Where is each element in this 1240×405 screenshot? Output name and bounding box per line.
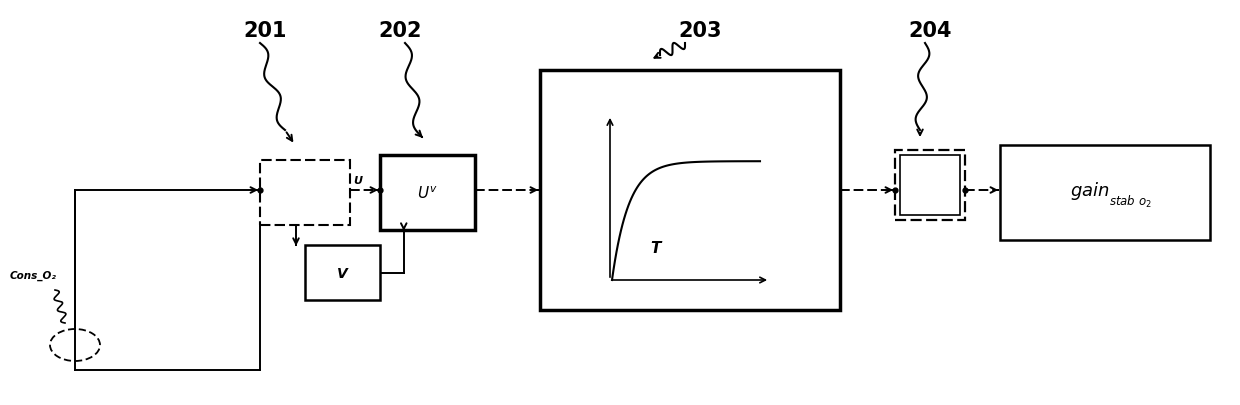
Bar — [895, 151, 965, 220]
Text: $\mathit{U}^{\mathit{v}}$: $\mathit{U}^{\mathit{v}}$ — [417, 185, 438, 201]
Text: 204: 204 — [908, 21, 952, 41]
Bar — [260, 161, 350, 226]
Text: $\mathit{stab\ o_2}$: $\mathit{stab\ o_2}$ — [1109, 193, 1152, 209]
Text: T: T — [650, 241, 660, 256]
Text: U: U — [353, 175, 362, 185]
Text: V: V — [337, 266, 348, 280]
Text: Cons_O₂: Cons_O₂ — [10, 270, 57, 280]
Bar — [379, 156, 475, 230]
Bar — [305, 245, 379, 300]
Text: 202: 202 — [378, 21, 422, 41]
Bar — [999, 146, 1210, 241]
Text: $\mathit{gain}$: $\mathit{gain}$ — [1070, 179, 1110, 201]
Text: 203: 203 — [678, 21, 722, 41]
Text: 201: 201 — [243, 21, 286, 41]
Bar — [900, 156, 960, 215]
Bar — [539, 71, 839, 310]
